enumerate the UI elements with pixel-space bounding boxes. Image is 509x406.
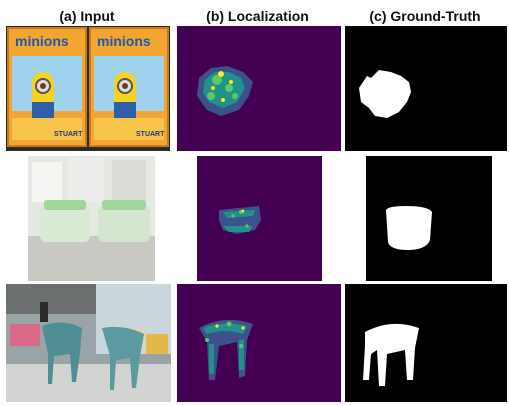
localization-heatmap-minions bbox=[177, 26, 341, 151]
input-image-chair bbox=[6, 284, 171, 402]
column-header-input: (a) Input bbox=[59, 8, 115, 24]
minions-brand-text-right: minions bbox=[97, 33, 151, 49]
ground-truth-mask-chair bbox=[345, 284, 507, 402]
localization-heatmap-chair bbox=[177, 284, 341, 402]
minions-character-text-right: STUART bbox=[136, 131, 165, 138]
ground-truth-mask-container bbox=[366, 156, 492, 281]
localization-heatmap-container bbox=[197, 156, 322, 281]
minions-character-text-left: STUART bbox=[54, 131, 83, 138]
column-header-ground-truth: (c) Ground-Truth bbox=[369, 8, 481, 24]
ground-truth-mask-minions bbox=[345, 26, 507, 151]
column-header-localization: (b) Localization bbox=[206, 8, 309, 24]
input-image-minions: minions minions STUART STUART bbox=[6, 26, 170, 151]
input-image-container bbox=[28, 156, 155, 281]
minions-brand-text-left: minions bbox=[15, 33, 69, 49]
